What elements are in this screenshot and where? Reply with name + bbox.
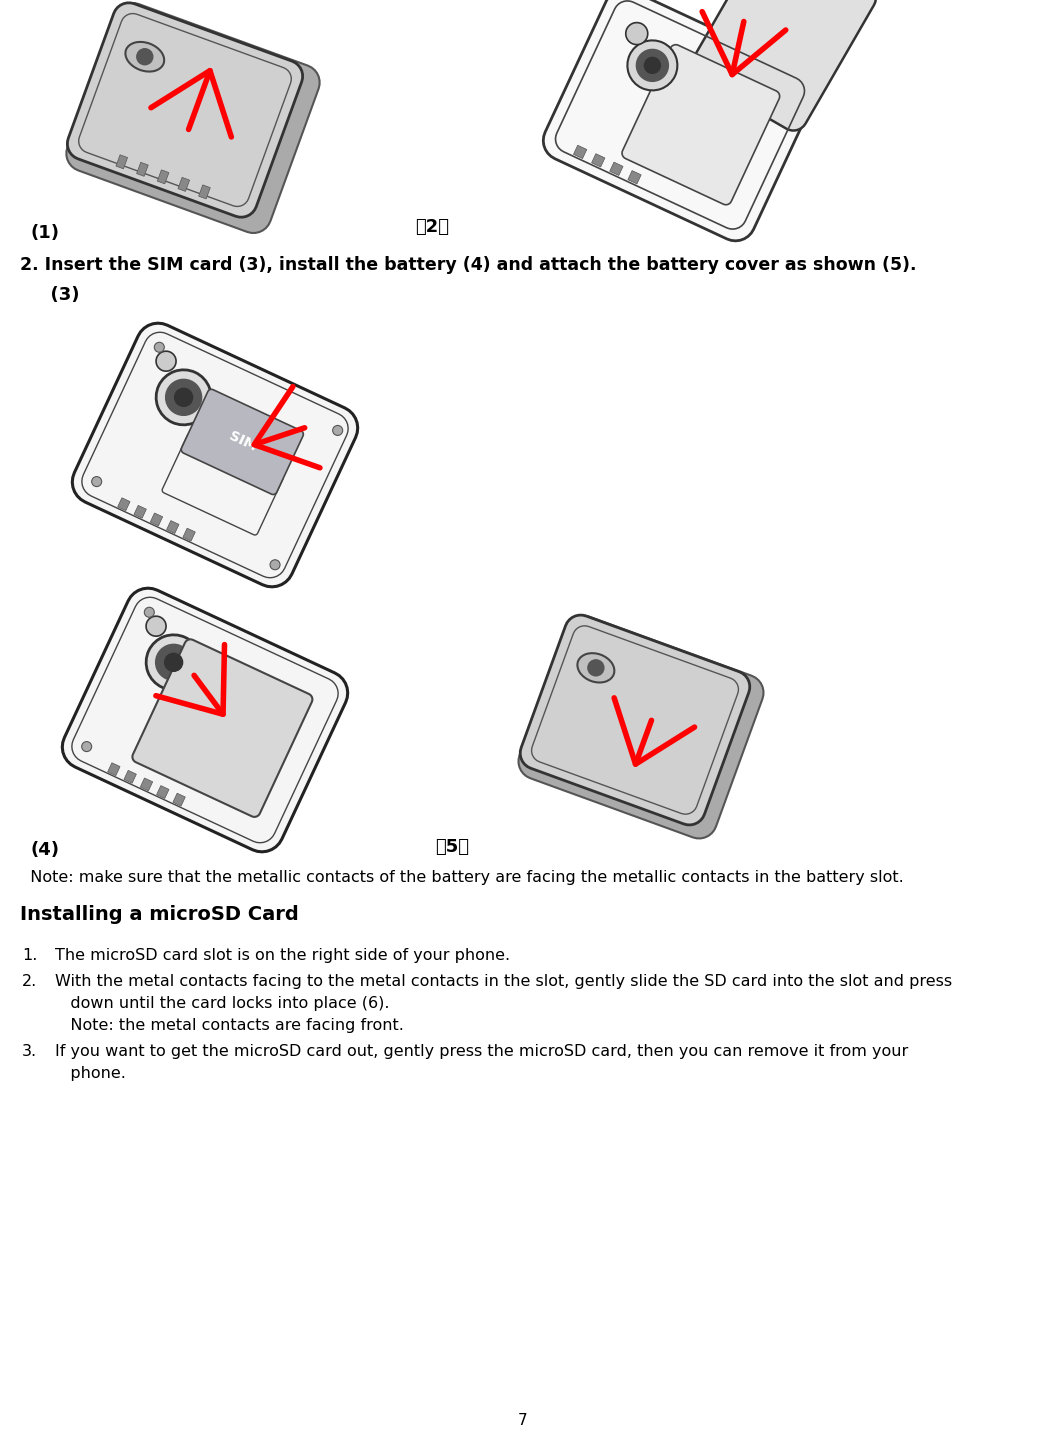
Text: (4): (4): [30, 841, 59, 858]
Text: Note: the metal contacts are facing front.: Note: the metal contacts are facing fron…: [55, 1018, 404, 1032]
Bar: [124, 770, 136, 783]
Bar: [151, 513, 163, 526]
Ellipse shape: [628, 41, 678, 90]
Bar: [178, 177, 189, 191]
Bar: [628, 171, 641, 184]
Polygon shape: [520, 615, 750, 825]
Circle shape: [137, 49, 153, 65]
Text: 1.: 1.: [22, 948, 38, 963]
Circle shape: [270, 560, 280, 570]
Bar: [108, 763, 120, 776]
Polygon shape: [519, 616, 764, 838]
Text: 2.: 2.: [22, 974, 38, 989]
Ellipse shape: [156, 370, 211, 425]
Circle shape: [82, 741, 92, 751]
Text: phone.: phone.: [55, 1066, 126, 1082]
Polygon shape: [72, 323, 358, 587]
Bar: [117, 497, 130, 510]
Text: （5）: （5）: [435, 838, 469, 855]
Ellipse shape: [156, 351, 176, 371]
Polygon shape: [181, 389, 303, 494]
Circle shape: [175, 389, 192, 406]
Ellipse shape: [577, 652, 614, 683]
Bar: [199, 186, 210, 199]
Text: Installing a microSD Card: Installing a microSD Card: [20, 905, 299, 924]
Text: SIM: SIM: [226, 429, 258, 454]
Polygon shape: [63, 589, 347, 851]
Circle shape: [144, 608, 155, 618]
Polygon shape: [133, 639, 313, 816]
Bar: [157, 786, 169, 799]
Polygon shape: [66, 3, 320, 233]
Bar: [166, 521, 179, 534]
Text: Note: make sure that the metallic contacts of the battery are facing the metalli: Note: make sure that the metallic contac…: [20, 870, 904, 884]
Bar: [134, 506, 146, 518]
Text: （2）: （2）: [415, 218, 449, 236]
Circle shape: [333, 425, 343, 435]
Text: The microSD card slot is on the right side of your phone.: The microSD card slot is on the right si…: [55, 948, 510, 963]
Circle shape: [164, 654, 183, 671]
Polygon shape: [691, 0, 876, 130]
Text: down until the card locks into place (6).: down until the card locks into place (6)…: [55, 996, 389, 1011]
Circle shape: [156, 644, 191, 680]
Circle shape: [155, 342, 164, 352]
Polygon shape: [543, 0, 817, 241]
Ellipse shape: [146, 635, 201, 690]
Circle shape: [165, 380, 202, 415]
Ellipse shape: [146, 616, 166, 637]
Bar: [116, 155, 128, 168]
Bar: [573, 145, 587, 158]
Text: (3): (3): [38, 286, 79, 304]
Circle shape: [588, 660, 604, 676]
Text: With the metal contacts facing to the metal contacts in the slot, gently slide t: With the metal contacts facing to the me…: [55, 974, 952, 989]
Bar: [183, 528, 196, 541]
Bar: [157, 170, 168, 184]
Text: 3.: 3.: [22, 1044, 37, 1058]
Text: (1): (1): [30, 223, 59, 242]
Bar: [592, 154, 605, 167]
Bar: [140, 779, 153, 790]
Text: If you want to get the microSD card out, gently press the microSD card, then you: If you want to get the microSD card out,…: [55, 1044, 908, 1058]
Bar: [137, 162, 149, 177]
Ellipse shape: [126, 42, 164, 71]
Circle shape: [644, 58, 660, 74]
Polygon shape: [622, 45, 779, 204]
Bar: [173, 793, 185, 806]
Text: 7: 7: [518, 1412, 528, 1428]
Polygon shape: [67, 3, 302, 218]
Ellipse shape: [626, 23, 647, 45]
Bar: [610, 162, 623, 175]
Circle shape: [636, 49, 668, 81]
Text: 2. Insert the SIM card (3), install the battery (4) and attach the battery cover: 2. Insert the SIM card (3), install the …: [20, 257, 916, 274]
Circle shape: [92, 477, 101, 487]
